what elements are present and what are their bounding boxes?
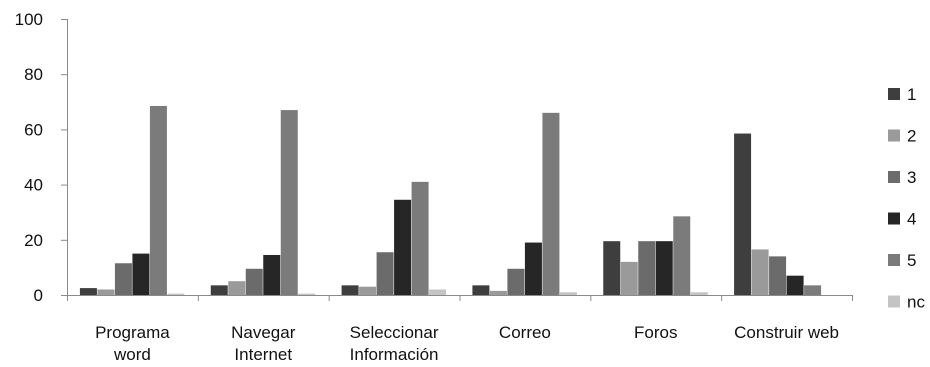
legend-label-3: 3 <box>907 168 916 187</box>
bar-series-nc-cat-4 <box>690 292 708 295</box>
category-label: Navegar <box>231 323 296 342</box>
legend-swatch-5 <box>888 254 900 266</box>
bar-series-3-cat-2 <box>376 252 394 295</box>
category-label: Seleccionar <box>350 323 439 342</box>
bar-series-2-cat-2 <box>359 286 377 295</box>
y-tick-label: 100 <box>15 10 43 29</box>
category-label: Programa <box>95 323 170 342</box>
bar-series-4-cat-1 <box>263 254 281 295</box>
legend-swatch-4 <box>888 212 900 225</box>
bar-series-nc-cat-0 <box>167 293 185 295</box>
bar-series-1-cat-5 <box>734 133 752 295</box>
legend-label-nc: nc <box>907 293 925 312</box>
category-label: Información <box>350 345 439 364</box>
legend-swatch-2 <box>888 129 900 142</box>
bar-series-1-cat-4 <box>603 241 621 295</box>
bar-series-3-cat-4 <box>638 241 656 295</box>
y-tick-label: 60 <box>24 120 43 139</box>
y-tick-label: 80 <box>24 65 43 84</box>
legend-swatch-1 <box>888 88 900 100</box>
bar-series-4-cat-5 <box>786 275 804 295</box>
bar-series-4-cat-4 <box>655 241 673 295</box>
bar-series-5-cat-5 <box>804 285 822 295</box>
bar-series-1-cat-1 <box>210 285 228 295</box>
legend-label-5: 5 <box>907 251 916 270</box>
bar-series-3-cat-1 <box>245 268 263 295</box>
legend: 1 2 3 4 5 nc <box>888 85 925 312</box>
bar-series-2-cat-4 <box>620 261 638 295</box>
bar-series-1-cat-2 <box>341 285 359 295</box>
bar-series-2-cat-0 <box>97 289 115 295</box>
bar-series-3-cat-0 <box>114 263 132 295</box>
bar-series-nc-cat-1 <box>298 293 316 295</box>
y-tick-label: 20 <box>24 231 43 250</box>
bar-series-5-cat-2 <box>411 181 429 295</box>
bar-series-5-cat-1 <box>280 110 298 295</box>
bar-series-4-cat-3 <box>524 242 542 295</box>
bar-series-3-cat-3 <box>507 268 525 295</box>
legend-swatch-3 <box>888 171 900 183</box>
bar-series-5-cat-3 <box>542 112 560 295</box>
category-labels: Programa word Navegar Internet Seleccionar In… <box>67 295 853 364</box>
bar-series-2-cat-5 <box>751 249 769 295</box>
bar-series-4-cat-0 <box>132 253 150 295</box>
category-label: Construir web <box>734 323 839 342</box>
y-axis-ticks: 0 20 40 60 80 100 <box>15 10 67 305</box>
bar-series-2-cat-1 <box>228 281 246 295</box>
y-tick-label: 0 <box>34 286 43 305</box>
bar-series-5-cat-0 <box>149 105 167 295</box>
bar-series-nc-cat-2 <box>429 289 447 295</box>
bar-series-3-cat-5 <box>769 256 787 295</box>
legend-swatch-nc <box>888 295 900 308</box>
legend-label-2: 2 <box>907 127 916 146</box>
bar-series-1-cat-0 <box>79 288 97 295</box>
bar-series-nc-cat-3 <box>559 292 577 295</box>
bar-series-4-cat-2 <box>394 199 412 295</box>
bar-series-2-cat-3 <box>489 290 507 295</box>
legend-label-4: 4 <box>907 210 916 229</box>
bar-series-5-cat-4 <box>673 216 691 295</box>
legend-label-1: 1 <box>907 85 916 104</box>
category-label: word <box>113 345 151 364</box>
y-tick-label: 40 <box>24 176 43 195</box>
category-label: Internet <box>234 345 292 364</box>
category-label: Correo <box>499 323 551 342</box>
category-label: Foros <box>634 323 677 342</box>
bars <box>79 105 822 295</box>
bar-series-1-cat-3 <box>472 285 490 295</box>
